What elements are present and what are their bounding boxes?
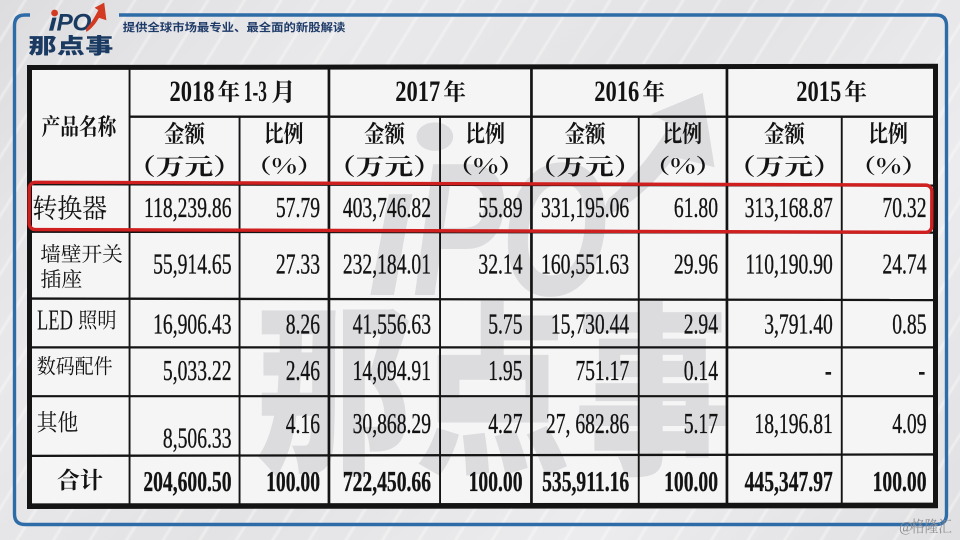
- svg-text:1-3: 1-3: [244, 74, 267, 108]
- svg-text:331,195.06: 331,195.06: [541, 192, 629, 224]
- svg-text:100.00: 100.00: [664, 466, 718, 498]
- svg-text:1.95: 1.95: [488, 355, 522, 387]
- svg-text:32.14: 32.14: [478, 249, 522, 281]
- svg-text:751.17: 751.17: [575, 355, 629, 387]
- svg-text:18,196.81: 18,196.81: [754, 408, 832, 440]
- svg-text:30,868.29: 30,868.29: [353, 408, 431, 440]
- svg-text:2018: 2018: [170, 74, 215, 108]
- svg-text:2016: 2016: [594, 74, 639, 108]
- svg-text:15,730.44: 15,730.44: [551, 309, 629, 341]
- svg-text:27, 682.86: 27, 682.86: [546, 408, 629, 440]
- svg-text:100.00: 100.00: [873, 466, 927, 498]
- svg-text:41,556.63: 41,556.63: [353, 309, 431, 341]
- svg-text:LED: LED: [37, 304, 73, 336]
- svg-text:16,906.43: 16,906.43: [153, 309, 231, 341]
- svg-text:14,094.91: 14,094.91: [353, 355, 431, 387]
- svg-text:403,746.82: 403,746.82: [343, 192, 431, 224]
- svg-text:118,239.86: 118,239.86: [144, 192, 231, 224]
- svg-text:70.32: 70.32: [882, 192, 926, 224]
- svg-text:4.09: 4.09: [892, 408, 926, 440]
- svg-text:4.16: 4.16: [286, 408, 320, 440]
- svg-text:8,506.33: 8,506.33: [163, 423, 232, 455]
- svg-text:3,791.40: 3,791.40: [764, 309, 833, 341]
- svg-text:2017: 2017: [395, 74, 440, 108]
- svg-text:0.85: 0.85: [892, 309, 926, 341]
- svg-text:4.27: 4.27: [488, 408, 522, 440]
- svg-text:2.94: 2.94: [684, 309, 718, 341]
- svg-text:5,033.22: 5,033.22: [163, 355, 232, 387]
- svg-text:5.75: 5.75: [488, 309, 522, 341]
- svg-text:27.33: 27.33: [276, 249, 320, 281]
- svg-text:535,911.16: 535,911.16: [542, 466, 629, 498]
- svg-text:5.17: 5.17: [684, 408, 718, 440]
- svg-text:204,600.50: 204,600.50: [143, 466, 231, 498]
- svg-text:2.46: 2.46: [286, 355, 320, 387]
- svg-text:8.26: 8.26: [286, 309, 320, 341]
- svg-text:2015: 2015: [796, 74, 841, 108]
- svg-text:110,190.90: 110,190.90: [745, 249, 832, 281]
- svg-text:57.79: 57.79: [276, 192, 320, 224]
- svg-text:232,184.01: 232,184.01: [343, 249, 431, 281]
- svg-text:55,914.65: 55,914.65: [153, 249, 231, 281]
- svg-text:445,347.97: 445,347.97: [745, 466, 833, 498]
- svg-text:160,551.63: 160,551.63: [541, 249, 629, 281]
- svg-text:@: @: [899, 520, 913, 536]
- svg-text:24.74: 24.74: [882, 249, 926, 281]
- svg-text:722,450.66: 722,450.66: [343, 466, 431, 498]
- svg-text:100.00: 100.00: [469, 466, 523, 498]
- svg-text:61.80: 61.80: [674, 192, 718, 224]
- svg-text:313,168.87: 313,168.87: [745, 192, 833, 224]
- svg-text:55.89: 55.89: [478, 192, 522, 224]
- svg-text:100.00: 100.00: [266, 466, 320, 498]
- svg-text:29.96: 29.96: [674, 249, 718, 281]
- svg-text:0.14: 0.14: [684, 355, 718, 387]
